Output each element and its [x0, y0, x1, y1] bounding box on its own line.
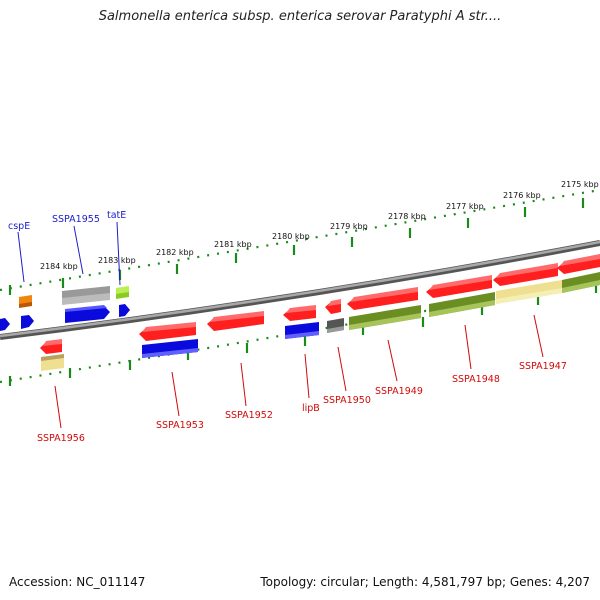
gene-SSPA1949-olive[interactable]: [349, 305, 421, 330]
gene-SSPA1948-feature[interactable]: [426, 275, 492, 298]
gene-label-SSPA1948[interactable]: SSPA1948: [452, 374, 500, 385]
gene-SSPA1956-khaki[interactable]: [41, 354, 64, 371]
gene-label-tatE[interactable]: tatE: [107, 210, 126, 221]
gene-SSPA1947-red-2[interactable]: [557, 254, 600, 274]
topology-text: Topology: circular; Length: 4,581,797 bp…: [260, 575, 590, 589]
gene-SSPA1947-red-1[interactable]: [493, 263, 558, 286]
gene-blue-arrow-2[interactable]: [21, 315, 34, 329]
gene-SSPA1953-blue[interactable]: [142, 339, 198, 358]
gene-blue-arrow-4[interactable]: [119, 304, 130, 317]
gene-label-lipB[interactable]: lipB: [302, 403, 320, 414]
gene-SSPA1955-feature[interactable]: [62, 286, 110, 305]
tick-label: 2181 kbp: [214, 240, 252, 249]
map-title: Salmonella enterica subsp. enterica sero…: [98, 9, 502, 24]
tick-label: 2180 kbp: [272, 232, 310, 241]
gene-SSPA1948-olive[interactable]: [429, 292, 495, 317]
gene-SSPA1947-khaki[interactable]: [496, 280, 562, 304]
tick-label: 2177 kbp: [446, 202, 484, 211]
gene-SSPA1950-feature[interactable]: [325, 299, 341, 314]
gene-label-SSPA1952[interactable]: SSPA1952: [225, 410, 273, 421]
tick-label: 2184 kbp: [40, 262, 78, 271]
tick-label: 2182 kbp: [156, 248, 194, 257]
tick-label: 2183 kbp: [98, 256, 136, 265]
gene-SSPA1952-feature[interactable]: [207, 311, 264, 331]
gene-SSPA1947-olive[interactable]: [562, 272, 600, 293]
gene-labels-bottom: SSPA1956 SSPA1953 SSPA1952 lipB SSPA1950…: [37, 361, 567, 444]
gene-labels-top: cspE SSPA1955 tatE: [8, 210, 126, 232]
gene-SSPA1953-feature[interactable]: [139, 322, 196, 341]
tick-label: 2175 kbp: [561, 180, 599, 189]
backbone: [0, 240, 600, 340]
gene-lipB-blue[interactable]: [285, 322, 319, 339]
gene-blue-arrow-1[interactable]: [0, 318, 10, 331]
gene-lipB-feature[interactable]: [283, 305, 316, 321]
gene-label-SSPA1953[interactable]: SSPA1953: [156, 420, 204, 431]
scale-tick-labels: 2175 kbp 2176 kbp 2177 kbp 2178 kbp 2179…: [40, 180, 599, 271]
accession-text: Accession: NC_011147: [9, 575, 146, 589]
tick-label: 2178 kbp: [388, 212, 426, 221]
leader-lines-top: [17, 221, 121, 286]
gene-tatE-feature[interactable]: [116, 286, 129, 299]
gene-label-SSPA1950[interactable]: SSPA1950: [323, 395, 371, 406]
gene-label-SSPA1949[interactable]: SSPA1949: [375, 386, 423, 397]
gene-label-cspE[interactable]: cspE: [8, 221, 30, 232]
leader-lines-bottom: [54, 314, 544, 429]
gene-label-SSPA1955[interactable]: SSPA1955: [52, 214, 100, 225]
gene-SSPA1950-grey[interactable]: [327, 318, 344, 333]
tick-label: 2179 kbp: [330, 222, 368, 231]
gene-SSPA1949-feature[interactable]: [347, 287, 418, 310]
gene-blue-arrow-3[interactable]: [65, 305, 110, 323]
gene-label-SSPA1956[interactable]: SSPA1956: [37, 433, 85, 444]
tick-label: 2176 kbp: [503, 191, 541, 200]
gene-SSPA1956-red[interactable]: [40, 339, 62, 354]
gene-label-SSPA1947[interactable]: SSPA1947: [519, 361, 567, 372]
gene-cspE-feature[interactable]: [19, 295, 32, 308]
